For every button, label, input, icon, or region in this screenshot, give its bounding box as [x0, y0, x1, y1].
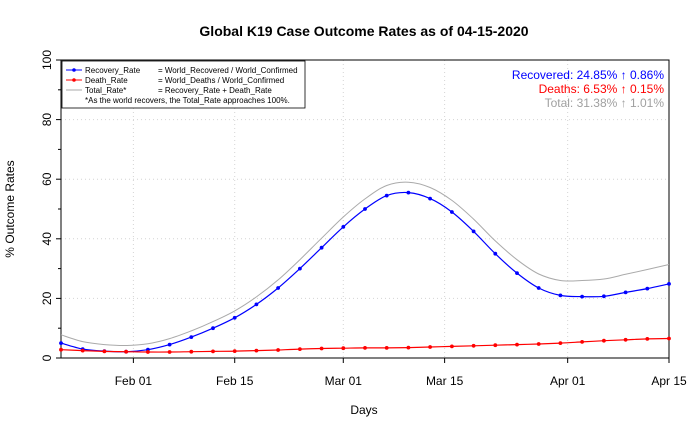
- x-tick-label: Feb 15: [216, 374, 254, 388]
- data-point-death-rate: [232, 349, 237, 353]
- data-point-recovery-rate: [276, 286, 280, 290]
- data-point-recovery-rate: [471, 229, 476, 234]
- y-axis-label: % Outcome Rates: [3, 160, 17, 257]
- data-point-death-rate: [363, 346, 367, 350]
- x-tick-label: Apr 15: [651, 374, 687, 388]
- y-tick-label: 100: [40, 50, 54, 70]
- data-point-recovery-rate: [667, 282, 671, 286]
- data-point-recovery-rate: [211, 326, 215, 331]
- data-point-death-rate: [558, 341, 563, 345]
- chart-title: Global K19 Case Outcome Rates as of 04-1…: [199, 23, 528, 39]
- annotation-recovered: Recovered: 24.85% ↑ 0.86%: [512, 68, 664, 82]
- data-point-death-rate: [384, 346, 389, 350]
- legend-recovery-definition: = World_Recovered / World_Confirmed: [158, 66, 298, 75]
- data-point-death-rate: [450, 344, 454, 349]
- annotation-deaths: Deaths: 6.53% ↑ 0.15%: [539, 82, 665, 96]
- x-tick-label: Mar 15: [426, 374, 464, 388]
- data-point-death-rate: [623, 337, 628, 342]
- data-point-death-rate: [602, 338, 606, 343]
- data-point-recovery-rate: [189, 335, 194, 339]
- series-layer: [59, 181, 671, 354]
- series-line-death-rate: [60, 337, 670, 353]
- data-point-recovery-rate: [428, 196, 432, 201]
- data-point-recovery-rate: [558, 293, 563, 298]
- legend-death-marker: [72, 78, 76, 82]
- legend-recovery-name: Recovery_Rate: [85, 66, 141, 75]
- data-point-death-rate: [102, 349, 107, 354]
- data-point-death-rate: [493, 343, 498, 348]
- data-point-death-rate: [471, 343, 476, 348]
- data-point-death-rate: [189, 349, 194, 354]
- data-point-death-rate: [276, 348, 280, 352]
- data-point-recovery-rate: [384, 193, 389, 198]
- series-line-recovery-rate: [60, 191, 670, 353]
- data-point-death-rate: [667, 336, 671, 341]
- data-point-death-rate: [254, 348, 259, 353]
- data-point-recovery-rate: [493, 251, 498, 256]
- data-point-recovery-rate: [319, 245, 324, 250]
- data-point-death-rate: [515, 342, 519, 347]
- legend-recovery-marker: [72, 68, 76, 72]
- data-point-death-rate: [580, 340, 584, 344]
- data-point-death-rate: [645, 337, 650, 341]
- data-point-death-rate: [211, 349, 215, 354]
- data-point-death-rate: [59, 347, 63, 352]
- legend: Recovery_Rate = World_Recovered / World_…: [61, 60, 306, 109]
- y-tick-label: 0: [40, 354, 54, 361]
- data-point-recovery-rate: [450, 210, 454, 214]
- data-point-recovery-rate: [580, 294, 584, 299]
- data-point-recovery-rate: [59, 341, 63, 345]
- annotation-total: Total: 31.38% ↑ 1.01%: [545, 96, 665, 110]
- legend-box: [61, 60, 306, 109]
- data-point-death-rate: [298, 347, 302, 351]
- y-axis: 0 20 40 60 80 100: [40, 50, 61, 361]
- y-tick-label: 20: [40, 291, 54, 305]
- data-point-recovery-rate: [536, 286, 541, 290]
- data-point-recovery-rate: [602, 294, 606, 299]
- data-point-death-rate: [167, 350, 172, 354]
- data-point-recovery-rate: [515, 271, 519, 275]
- data-point-recovery-rate: [254, 302, 259, 307]
- legend-note: *As the world recovers, the Total_Rate a…: [85, 96, 290, 105]
- x-tick-label: Apr 01: [550, 374, 586, 388]
- data-point-death-rate: [536, 342, 541, 346]
- data-point-recovery-rate: [167, 342, 172, 347]
- legend-death-definition: = World_Deaths / World_Confirmed: [158, 76, 284, 85]
- x-axis-label: Days: [350, 403, 377, 417]
- x-tick-label: Feb 01: [115, 374, 153, 388]
- data-point-death-rate: [124, 349, 128, 354]
- y-tick-label: 60: [40, 172, 54, 186]
- data-point-death-rate: [80, 348, 85, 353]
- data-point-death-rate: [428, 345, 432, 349]
- data-point-recovery-rate: [645, 286, 650, 291]
- data-point-death-rate: [146, 350, 150, 354]
- data-point-death-rate: [341, 346, 346, 351]
- data-point-recovery-rate: [341, 225, 346, 229]
- legend-total-definition: = Recovery_Rate + Death_Rate: [158, 86, 272, 95]
- legend-death-name: Death_Rate: [85, 76, 128, 85]
- data-point-recovery-rate: [623, 290, 628, 295]
- data-point-recovery-rate: [363, 207, 367, 211]
- series-line-total-rate: [60, 181, 670, 347]
- y-tick-label: 80: [40, 113, 54, 127]
- status-annotations: Recovered: 24.85% ↑ 0.86% Deaths: 6.53% …: [512, 68, 664, 110]
- data-point-death-rate: [319, 346, 324, 351]
- data-point-recovery-rate: [298, 266, 302, 271]
- x-tick-label: Mar 01: [325, 374, 363, 388]
- legend-total-name: Total_Rate*: [85, 86, 126, 95]
- y-tick-label: 40: [40, 232, 54, 246]
- data-point-recovery-rate: [232, 315, 237, 320]
- data-point-recovery-rate: [406, 190, 411, 195]
- x-axis: Feb 01 Feb 15 Mar 01 Mar 15 Apr 01 Apr 15: [115, 358, 687, 388]
- data-point-death-rate: [406, 345, 411, 350]
